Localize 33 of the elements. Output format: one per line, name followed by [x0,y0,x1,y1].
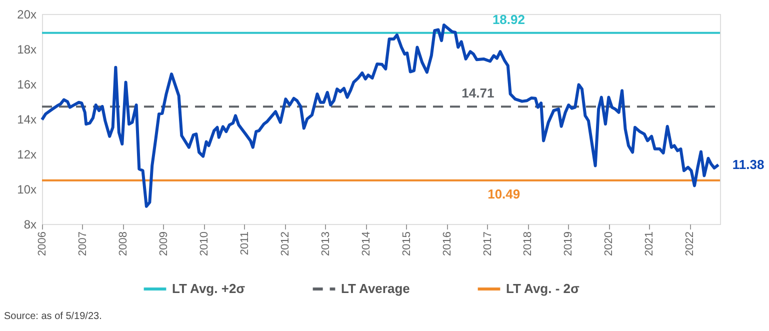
annotation: 14.71 [462,86,494,101]
x-tick-label: 2010 [198,232,210,256]
y-tick-label: 14x [17,112,36,126]
y-tick-label: 18x [17,42,36,56]
line-series [40,24,720,208]
x-tick-label: 2018 [522,232,534,256]
x-tick-label: 2007 [76,232,89,256]
x-tick-label: 2011 [238,232,251,256]
legend-label: LT Average [341,281,410,296]
legend-label: LT Avg. +2σ [172,281,246,296]
x-tick-label: 2019 [562,232,575,256]
x-tick-label: 2022 [684,232,696,256]
x-tick-label: 2016 [441,232,454,256]
x-tick-label: 2013 [320,232,332,256]
x-tick-label: 2020 [603,232,616,256]
x-tick-label: 2017 [482,232,494,256]
source-note: Source: as of 5/19/23. [4,311,102,322]
annotation: 18.92 [492,12,525,27]
x-tick-label: 2006 [36,232,48,256]
x-tick-label: 2014 [360,232,372,256]
annotation: 11.38 [732,156,764,172]
y-tick-label: 20x [17,8,36,22]
x-tick-label: 2015 [400,232,413,256]
y-tick-label: 12x [17,148,36,162]
x-tick-label: 2021 [644,232,656,256]
x-tick-label: 2008 [117,232,130,256]
annotation: 10.49 [488,186,520,202]
x-tick-label: 2012 [279,232,292,256]
y-tick-label: 8x [24,218,36,232]
y-tick-label: 16x [17,78,36,92]
y-tick-label: 10x [17,182,36,196]
legend-label: LT Avg. - 2σ [506,281,580,296]
x-tick-label: 2009 [158,232,170,256]
